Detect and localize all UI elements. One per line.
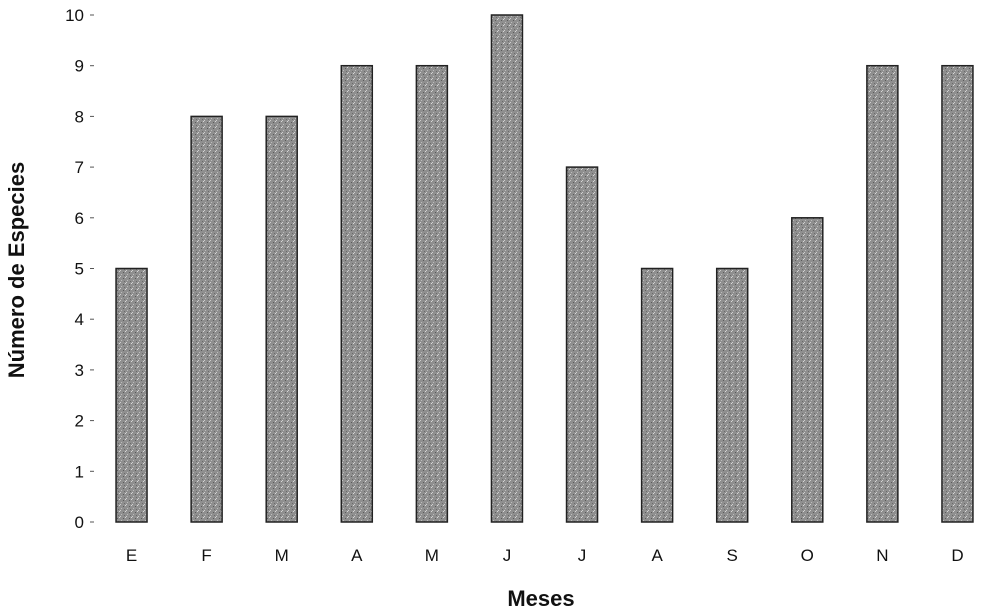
y-tick-label: 9 [75,57,84,76]
bar [866,64,899,523]
bar [791,217,824,523]
y-tick-label: 3 [75,361,84,380]
x-tick-label: J [503,546,512,565]
x-tick-label: M [425,546,439,565]
bars [115,14,974,523]
y-tick-label: 7 [75,158,84,177]
x-axis-title: Meses [507,586,574,611]
bar [941,64,974,523]
x-tick-label: J [578,546,587,565]
bar [265,115,298,523]
x-tick-label: N [876,546,888,565]
x-tick-label: A [651,546,663,565]
y-tick-label: 10 [65,6,84,25]
y-tick-label: 0 [75,513,84,532]
x-tick-label: O [801,546,814,565]
x-tick-label: M [275,546,289,565]
y-axis-ticks: 0 1 2 3 4 5 6 7 8 9 10 [65,6,94,532]
bar [115,267,148,523]
bar [490,14,524,523]
x-tick-label: D [951,546,963,565]
y-tick-label: 6 [75,209,84,228]
x-tick-label: S [727,546,738,565]
y-tick-label: 5 [75,260,84,279]
bar [715,267,749,523]
x-tick-label: A [351,546,363,565]
bar [565,166,599,523]
y-axis-title: Número de Especies [4,162,29,378]
bar [640,267,674,523]
y-tick-label: 8 [75,107,84,126]
x-tick-label: E [126,546,137,565]
y-tick-label: 1 [75,462,84,481]
bar [415,64,449,523]
y-tick-label: 2 [75,412,84,431]
y-tick-label: 4 [75,310,84,329]
x-tick-label: F [201,546,211,565]
bar [190,115,223,523]
bar [340,64,374,523]
